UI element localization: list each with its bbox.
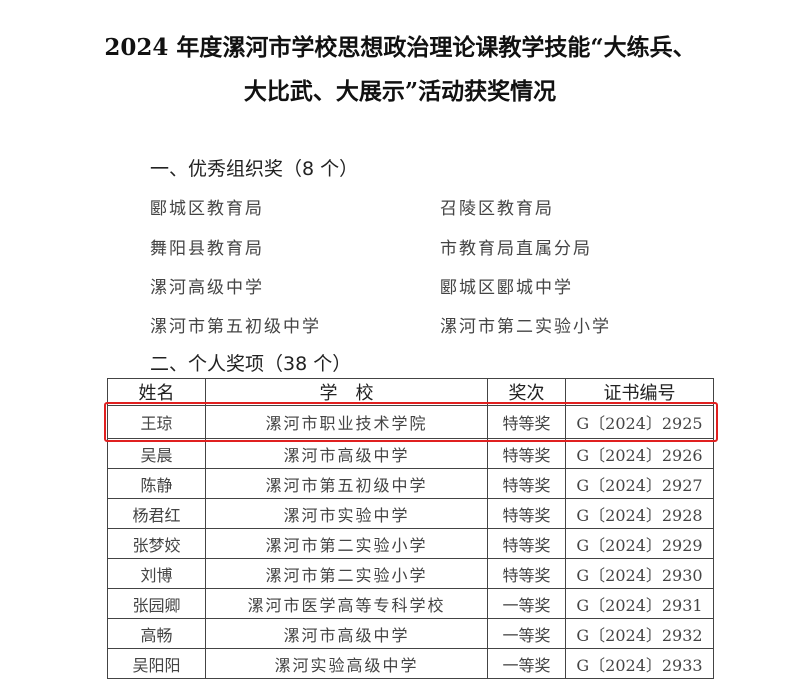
cell-award: 特等奖 xyxy=(487,528,566,559)
cell-cert: G〔2024〕2932 xyxy=(565,618,714,649)
table-row: 张梦姣 漯河市第二实验小学 特等奖 G〔2024〕2929 xyxy=(107,528,714,559)
table-row: 张园卿 漯河市医学高等专科学校 一等奖 G〔2024〕2931 xyxy=(107,588,714,619)
table-row: 吴晨 漯河市高级中学 特等奖 G〔2024〕2926 xyxy=(107,438,714,469)
table-row: 杨君红 漯河市实验中学 特等奖 G〔2024〕2928 xyxy=(107,498,714,529)
cell-award: 特等奖 xyxy=(487,468,566,499)
cell-school: 漯河市职业技术学院 xyxy=(205,405,488,439)
cell-name: 吴晨 xyxy=(107,438,206,469)
org-item: 漯河市第二实验小学 xyxy=(440,317,611,337)
col-header-school: 学 校 xyxy=(205,378,488,406)
cell-award: 一等奖 xyxy=(487,588,566,619)
cell-cert: G〔2024〕2929 xyxy=(565,528,714,559)
col-header-cert: 证书编号 xyxy=(565,378,714,406)
table-row: 王琼 漯河市职业技术学院 特等奖 G〔2024〕2925 xyxy=(107,405,714,439)
doc-title-line2: 大比武、大展示”活动获奖情况 xyxy=(243,78,557,105)
cell-cert: G〔2024〕2933 xyxy=(565,648,714,679)
cell-school: 漯河市高级中学 xyxy=(205,438,488,469)
cell-name: 高畅 xyxy=(107,618,206,649)
table-row: 刘博 漯河市第二实验小学 特等奖 G〔2024〕2930 xyxy=(107,558,714,589)
org-item: 漯河高级中学 xyxy=(150,278,264,298)
org-item: 市教育局直属分局 xyxy=(440,239,592,259)
cell-award: 一等奖 xyxy=(487,648,566,679)
org-item: 漯河市第五初级中学 xyxy=(150,317,321,337)
cell-cert: G〔2024〕2926 xyxy=(565,438,714,469)
cell-cert: G〔2024〕2925 xyxy=(565,405,714,439)
cell-award: 一等奖 xyxy=(487,618,566,649)
org-item: 郾城区郾城中学 xyxy=(440,278,573,298)
cell-cert: G〔2024〕2931 xyxy=(565,588,714,619)
cell-name: 刘博 xyxy=(107,558,206,589)
org-item: 召陵区教育局 xyxy=(440,199,554,219)
cell-award: 特等奖 xyxy=(487,438,566,469)
section2-heading: 二、个人奖项（38 个） xyxy=(150,353,352,375)
cell-name: 杨君红 xyxy=(107,498,206,529)
cell-name: 张园卿 xyxy=(107,588,206,619)
cell-school: 漯河市实验中学 xyxy=(205,498,488,529)
cell-name: 吴阳阳 xyxy=(107,648,206,679)
cell-award: 特等奖 xyxy=(487,498,566,529)
cell-school: 漯河实验高级中学 xyxy=(205,648,488,679)
doc-title-line1: 2024 年度漯河市学校思想政治理论课教学技能“大练兵、 xyxy=(104,34,696,61)
cell-name: 张梦姣 xyxy=(107,528,206,559)
table-row: 高畅 漯河市高级中学 一等奖 G〔2024〕2932 xyxy=(107,618,714,649)
awards-table: 姓名 学 校 奖次 证书编号 王琼 漯河市职业技术学院 特等奖 G〔2024〕2925… xyxy=(107,378,714,679)
table-row: 吴阳阳 漯河实验高级中学 一等奖 G〔2024〕2933 xyxy=(107,648,714,679)
cell-school: 漯河市第二实验小学 xyxy=(205,528,488,559)
org-item: 郾城区教育局 xyxy=(150,199,264,219)
section1-heading: 一、优秀组织奖（8 个） xyxy=(150,158,359,180)
cell-cert: G〔2024〕2927 xyxy=(565,468,714,499)
cell-school: 漯河市第二实验小学 xyxy=(205,558,488,589)
cell-school: 漯河市高级中学 xyxy=(205,618,488,649)
col-header-name: 姓名 xyxy=(107,378,206,406)
highlight-box xyxy=(104,402,718,442)
cell-award: 特等奖 xyxy=(487,558,566,589)
cell-award: 特等奖 xyxy=(487,405,566,439)
cell-name: 陈静 xyxy=(107,468,206,499)
cell-school: 漯河市医学高等专科学校 xyxy=(205,588,488,619)
cell-cert: G〔2024〕2930 xyxy=(565,558,714,589)
cell-school: 漯河市第五初级中学 xyxy=(205,468,488,499)
table-row: 陈静 漯河市第五初级中学 特等奖 G〔2024〕2927 xyxy=(107,468,714,499)
org-item: 舞阳县教育局 xyxy=(150,239,264,259)
cell-cert: G〔2024〕2928 xyxy=(565,498,714,529)
